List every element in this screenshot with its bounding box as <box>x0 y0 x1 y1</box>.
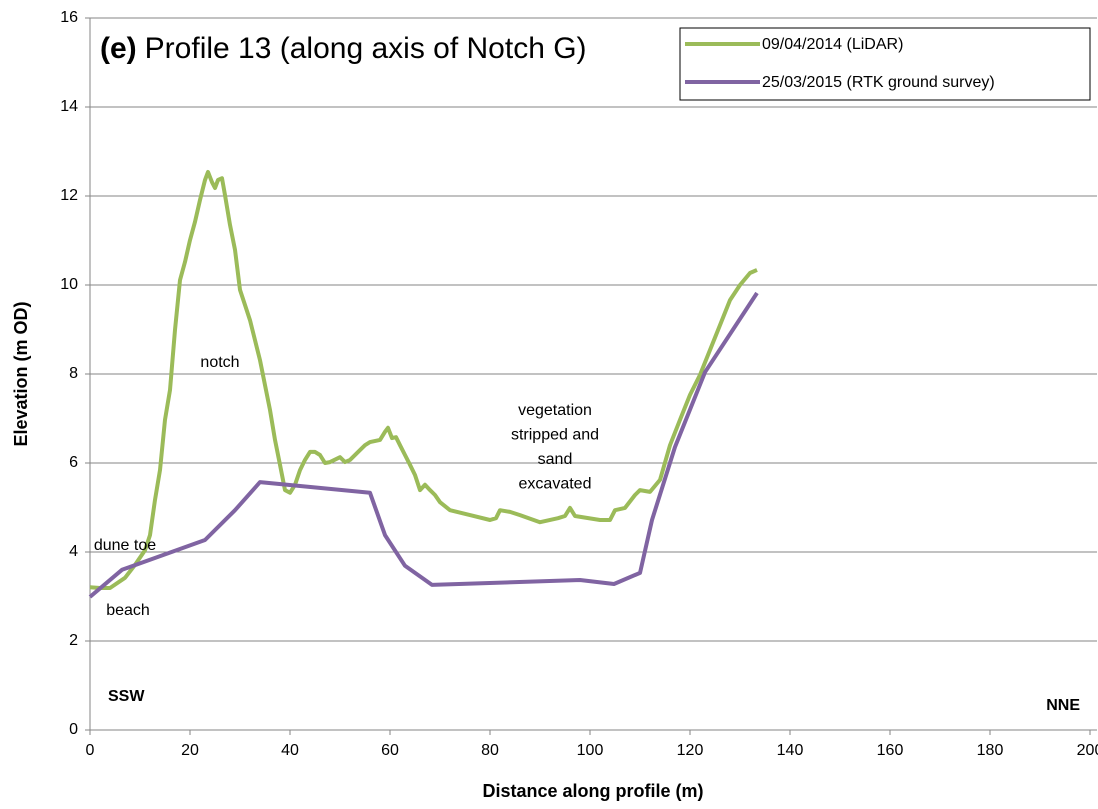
legend-label: 09/04/2014 (LiDAR) <box>762 36 903 53</box>
y-tick-label: 6 <box>69 454 78 471</box>
annotation: sand <box>538 451 573 468</box>
annotation: SSW <box>108 688 145 705</box>
legend-label: 25/03/2015 (RTK ground survey) <box>762 74 995 91</box>
y-tick-label: 0 <box>69 721 78 738</box>
annotation: stripped and <box>511 427 599 444</box>
x-tick-label: 160 <box>877 742 904 759</box>
x-tick-label: 180 <box>977 742 1004 759</box>
y-axis-title: Elevation (m OD) <box>11 301 31 446</box>
y-tick-label: 4 <box>69 543 78 560</box>
annotation: notch <box>200 354 239 371</box>
chart-title: (e) Profile 13 (along axis of Notch G) <box>100 32 587 65</box>
x-tick-label: 80 <box>481 742 499 759</box>
annotation: beach <box>106 602 150 619</box>
x-tick-label: 60 <box>381 742 399 759</box>
x-tick-label: 200 <box>1077 742 1098 759</box>
y-tick-label: 8 <box>69 365 78 382</box>
x-tick-label: 100 <box>577 742 604 759</box>
y-tick-label: 2 <box>69 632 78 649</box>
annotation: NNE <box>1046 697 1080 714</box>
series-line <box>88 291 759 599</box>
x-tick-label: 40 <box>281 742 299 759</box>
y-tick-label: 12 <box>60 187 78 204</box>
x-tick-label: 140 <box>777 742 804 759</box>
x-tick-label: 0 <box>86 742 95 759</box>
series-line <box>89 170 758 590</box>
legend-box <box>679 27 1091 101</box>
y-tick-label: 14 <box>60 98 78 115</box>
x-axis-title: Distance along profile (m) <box>482 781 703 801</box>
y-tick-label: 16 <box>60 9 78 26</box>
y-tick-label: 10 <box>60 276 78 293</box>
annotation: vegetation <box>518 402 592 419</box>
annotation: excavated <box>519 476 592 493</box>
title-label: (e) <box>100 32 137 65</box>
annotation: dune toe <box>94 537 156 554</box>
title-text: Profile 13 (along axis of Notch G) <box>145 32 587 65</box>
x-tick-label: 120 <box>677 742 704 759</box>
x-tick-label: 20 <box>181 742 199 759</box>
